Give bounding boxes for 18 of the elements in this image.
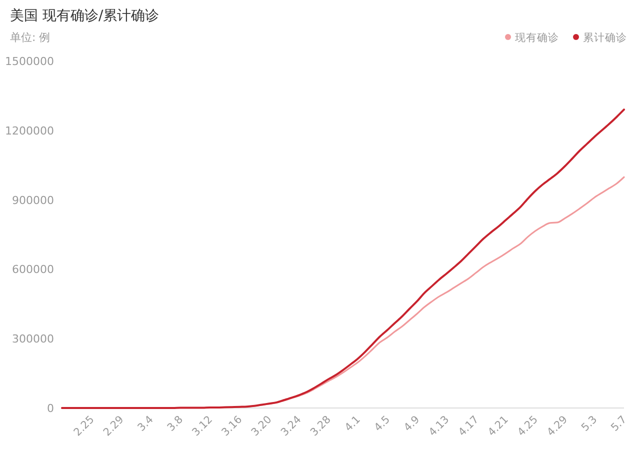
x-tick-label: 5.7: [608, 414, 630, 434]
chart-subtitle: 单位: 例: [10, 31, 50, 44]
line-series: [61, 108, 625, 409]
x-tick-label: 3.4: [136, 413, 156, 434]
legend-label: 现有确诊: [515, 32, 559, 44]
x-tick-label: 4.1: [342, 414, 363, 434]
y-tick-label: 600000: [12, 263, 54, 276]
legend-label: 累计确诊: [583, 31, 627, 44]
y-tick-label: 300000: [12, 332, 54, 346]
chart-title: 美国 现有确诊/累计确诊: [10, 8, 160, 24]
y-tick-label: 0: [47, 402, 54, 415]
y-tick-label: 1200000: [5, 124, 54, 138]
y-tick-label: 900000: [12, 194, 54, 207]
x-tick-label: 5.3: [579, 414, 600, 434]
x-tick-label: 4.9: [402, 414, 422, 434]
x-tick-label: 4.5: [372, 414, 392, 434]
y-tick-label: 1500000: [5, 55, 54, 68]
x-tick-label: 3.8: [165, 414, 186, 434]
